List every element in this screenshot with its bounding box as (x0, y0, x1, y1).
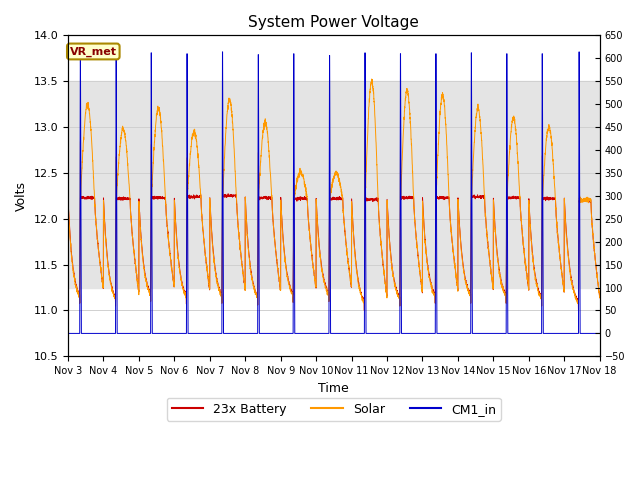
Legend: 23x Battery, Solar, CM1_in: 23x Battery, Solar, CM1_in (166, 398, 501, 420)
Y-axis label: Volts: Volts (15, 181, 28, 211)
Bar (68, 81, 600, 182)
Text: VR_met: VR_met (70, 47, 116, 57)
Bar (68, 182, 600, 288)
Title: System Power Voltage: System Power Voltage (248, 15, 419, 30)
X-axis label: Time: Time (319, 382, 349, 395)
